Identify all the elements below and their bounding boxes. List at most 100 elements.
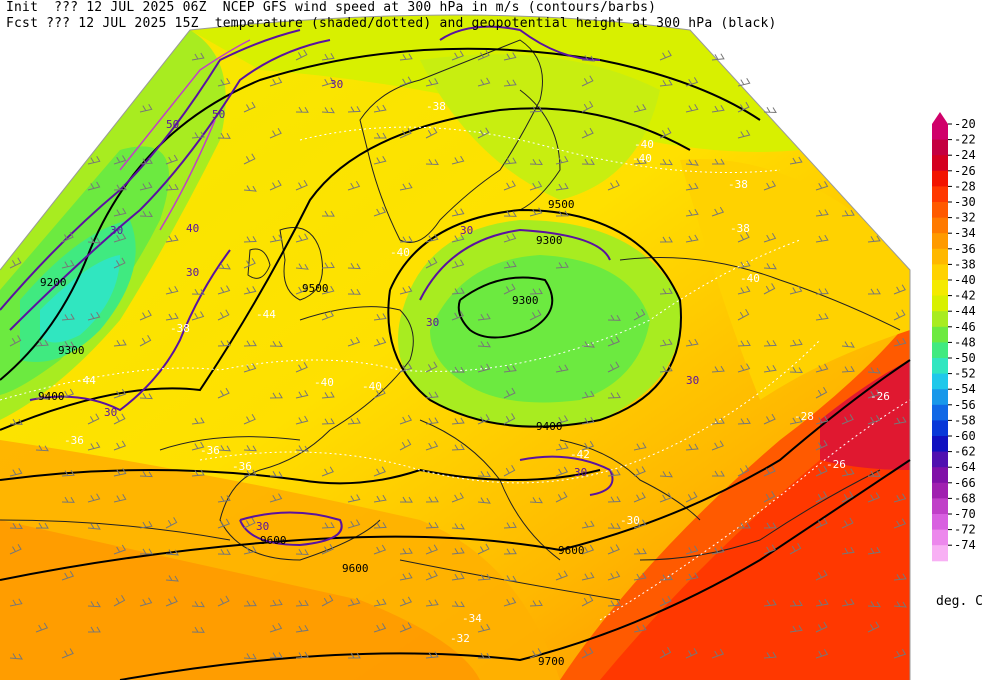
wind-barb — [321, 285, 335, 295]
legend-swatch — [932, 186, 948, 203]
legend-swatch — [932, 139, 948, 156]
legend-swatch — [932, 311, 948, 328]
wind-label: 30 — [186, 266, 199, 279]
wind-barb — [321, 77, 335, 87]
wind-barb — [425, 522, 439, 529]
wind-barb — [633, 492, 646, 503]
wind-barb — [477, 77, 491, 87]
wind-barb — [737, 465, 750, 477]
wind-barb — [659, 647, 672, 659]
wind-barb — [867, 621, 880, 633]
wind-barb — [35, 393, 49, 400]
wind-barb — [815, 439, 828, 451]
wind-barb — [555, 415, 569, 425]
isotherms — [0, 126, 911, 621]
legend-swatch — [932, 373, 948, 390]
wind-label: 30 — [110, 224, 123, 237]
wind-barb — [295, 49, 308, 61]
wind-barb — [243, 185, 257, 192]
wind-barb — [737, 522, 751, 529]
wind-barb — [451, 50, 464, 61]
wind-barb — [685, 338, 699, 347]
wind-barb — [477, 341, 491, 348]
wind-barb — [607, 392, 621, 399]
wind-barb — [451, 259, 465, 269]
wind-barb — [269, 340, 283, 347]
temp-label: -32 — [450, 632, 470, 645]
legend-swatch — [932, 451, 948, 468]
height-label: 9600 — [342, 562, 369, 575]
wind-barb — [61, 388, 75, 399]
wind-barb — [529, 288, 543, 295]
wind-barb — [451, 601, 465, 608]
temp-label: -40 — [362, 380, 382, 393]
wind-barb — [815, 288, 829, 295]
wind-barb — [87, 441, 101, 451]
wind-barb — [243, 653, 257, 660]
wind-barb — [581, 595, 594, 607]
wind-barb — [61, 341, 75, 348]
wind-barb — [763, 651, 777, 659]
wind-barb — [763, 465, 776, 477]
wind-barb — [87, 181, 101, 191]
temp-label: -44 — [76, 374, 96, 387]
height-label: 9700 — [538, 655, 565, 668]
legend-swatch — [932, 545, 948, 562]
wind-barb — [763, 364, 777, 373]
wind-barb — [165, 286, 179, 295]
wind-barb — [555, 364, 569, 373]
height-label: 9300 — [58, 344, 85, 357]
wind-barb — [191, 417, 205, 425]
height-label: 9300 — [512, 294, 539, 307]
wind-barb — [763, 283, 776, 295]
wind-barb — [555, 210, 569, 217]
wind-barb — [685, 443, 699, 451]
wind-barb — [191, 441, 205, 451]
wind-barb — [737, 77, 751, 87]
legend-level-label: -64 — [954, 460, 976, 474]
wind-barb — [165, 517, 178, 529]
temp-label: -30 — [620, 514, 640, 527]
wind-barb — [867, 601, 881, 608]
wind-barb — [893, 493, 907, 503]
wind-barb — [763, 340, 777, 347]
wind-barb — [659, 79, 673, 87]
wind-barb — [373, 598, 387, 607]
wind-barb — [841, 547, 855, 555]
wind-barb — [399, 182, 413, 191]
wind-barb — [789, 416, 803, 425]
wind-barb — [712, 158, 725, 165]
wind-barb — [87, 493, 101, 503]
wind-barb — [425, 599, 439, 607]
wind-barb — [399, 76, 412, 87]
wind-barb — [35, 445, 49, 452]
wind-barb — [633, 466, 646, 477]
wind-barb — [607, 314, 621, 321]
wind-barb — [113, 233, 127, 243]
wind-barb — [243, 153, 256, 165]
wind-barb — [555, 442, 569, 451]
wind-barb — [789, 339, 803, 347]
wind-barb — [685, 647, 698, 659]
wind-barb — [425, 417, 439, 425]
wind-barb — [815, 569, 828, 581]
legend-level-label: -54 — [954, 382, 976, 396]
wind-barb — [633, 157, 647, 165]
wind-barb — [269, 234, 283, 243]
wind-barb — [581, 341, 595, 348]
wind-barb — [659, 338, 673, 347]
header-forecast-line: Fcst ??? 12 JUL 2025 15Z temperature (sh… — [6, 16, 777, 31]
wind-barb — [633, 624, 647, 633]
wind-barb — [139, 520, 153, 529]
wind-barb — [295, 180, 308, 191]
wind-barb — [451, 233, 465, 243]
wind-barb — [451, 492, 464, 503]
wind-barb — [503, 548, 517, 555]
wind-barb — [503, 261, 517, 269]
temp-label: -34 — [462, 612, 482, 625]
wind-barb — [477, 652, 491, 659]
wind-barb — [243, 414, 256, 425]
wind-barb — [503, 413, 516, 425]
wind-barb — [321, 310, 334, 321]
